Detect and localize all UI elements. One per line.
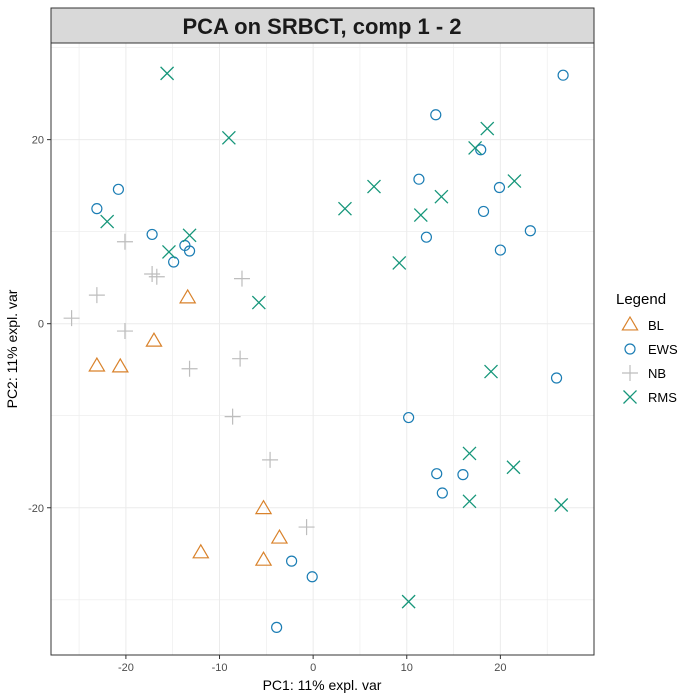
legend-key-bl — [621, 315, 639, 331]
point-ews — [146, 228, 158, 241]
point-nb — [233, 270, 250, 287]
point-nb — [116, 233, 133, 250]
plot-border — [50, 42, 595, 656]
point-ews — [271, 621, 283, 633]
point-rms — [401, 594, 416, 609]
title-strip — [50, 7, 595, 44]
point-bl — [88, 356, 106, 372]
point-bl — [270, 528, 289, 544]
point-ews — [524, 225, 536, 237]
y-tick-label: 20 — [32, 135, 44, 147]
point-ews — [475, 144, 487, 156]
series-bl — [88, 288, 289, 566]
x-tick-label: -20 — [118, 662, 134, 674]
point-bl — [145, 331, 163, 347]
point-rms — [367, 179, 381, 194]
legend-key-nb — [622, 365, 638, 381]
chart-title: PCA on SRBCT, comp 1 - 2 — [182, 14, 461, 39]
point-nb — [116, 323, 133, 340]
point-rms — [221, 130, 236, 145]
data-points — [63, 66, 569, 633]
point-ews — [494, 244, 506, 256]
point-bl — [254, 499, 273, 515]
point-nb — [144, 265, 161, 282]
point-ews — [457, 469, 469, 481]
point-rms — [338, 201, 352, 216]
legend-label-rms: RMS — [648, 390, 677, 405]
point-rms — [468, 140, 483, 155]
point-ews — [420, 231, 433, 243]
point-ews — [403, 411, 415, 424]
point-rms — [480, 121, 495, 136]
point-rms — [251, 295, 266, 310]
point-rms — [182, 228, 197, 243]
point-rms — [160, 66, 175, 81]
y-tick-label: -20 — [28, 503, 44, 515]
point-rms — [484, 364, 498, 379]
point-nb — [181, 360, 198, 377]
x-axis-ticks: -20 -10 0 10 20 — [118, 655, 507, 674]
point-ews — [306, 571, 318, 583]
point-ews — [413, 173, 425, 185]
y-axis-ticks: -20 0 20 — [28, 135, 51, 515]
legend-label-bl: BL — [648, 318, 664, 333]
point-rms — [162, 244, 176, 259]
series-nb — [63, 233, 315, 536]
point-ews — [493, 181, 506, 194]
point-ews — [286, 555, 298, 567]
legend-label-nb: NB — [648, 366, 666, 381]
x-axis-label: PC1: 11% expl. var — [263, 677, 382, 693]
point-ews — [183, 245, 196, 257]
point-rms — [462, 494, 477, 509]
point-ews — [477, 205, 490, 218]
point-ews — [550, 372, 563, 384]
point-rms — [434, 189, 449, 204]
point-nb — [63, 310, 80, 327]
x-tick-label: 0 — [310, 662, 316, 674]
grid-lines — [51, 43, 595, 655]
point-ews — [436, 487, 448, 499]
point-ews — [430, 109, 442, 121]
point-rms — [462, 446, 477, 461]
point-rms — [392, 255, 407, 270]
legend-key-ews — [624, 343, 636, 355]
point-bl — [192, 543, 210, 559]
point-ews — [557, 69, 569, 81]
point-nb — [148, 268, 165, 285]
point-rms — [506, 460, 521, 475]
point-nb — [232, 350, 249, 367]
point-bl — [179, 288, 197, 304]
point-rms — [413, 208, 428, 223]
point-rms — [507, 174, 522, 189]
point-nb — [224, 408, 241, 425]
point-bl — [254, 551, 273, 566]
point-ews — [91, 203, 103, 215]
legend-title: Legend — [616, 291, 666, 308]
y-axis-label: PC2: 11% expl. var — [4, 289, 20, 408]
x-tick-label: 10 — [401, 662, 413, 674]
point-ews — [431, 468, 443, 480]
point-rms — [554, 498, 569, 512]
y-tick-label: 0 — [38, 319, 44, 331]
legend: Legend BL EWS NB RMS — [616, 291, 678, 405]
point-nb — [88, 287, 105, 304]
plot-panel — [51, 43, 594, 655]
x-tick-label: -10 — [212, 662, 228, 674]
point-ews — [112, 183, 125, 195]
x-tick-label: 20 — [494, 662, 506, 674]
point-rms — [100, 214, 115, 229]
point-nb — [298, 519, 315, 536]
series-rms — [100, 66, 569, 609]
point-bl — [111, 357, 129, 373]
point-nb — [262, 451, 279, 468]
legend-label-ews: EWS — [648, 342, 678, 357]
legend-key-rms — [623, 390, 637, 404]
